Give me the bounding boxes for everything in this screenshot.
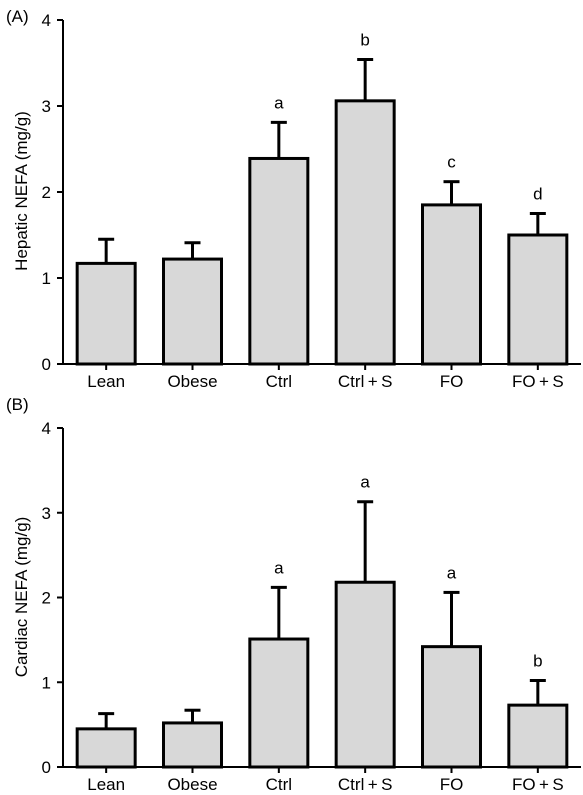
y-tick-label: 2 (42, 183, 51, 202)
bar (421, 645, 482, 769)
significance-label: b (533, 652, 542, 671)
y-tick-label: 1 (42, 673, 51, 692)
bar (507, 233, 569, 366)
y-axis-title-a: Hepatic NEFA (mg/g) (12, 111, 31, 271)
y-tick-label: 4 (42, 11, 51, 30)
significance-label: a (274, 558, 284, 577)
y-axis-title-b: Cardiac NEFA (mg/g) (12, 517, 31, 678)
category-label: Obese (167, 775, 217, 794)
y-tick-label: 3 (42, 97, 51, 116)
category-label: FO + S (512, 775, 564, 794)
category-label: Ctrl + S (338, 775, 393, 794)
bar (507, 703, 569, 769)
category-label: FO + S (512, 372, 564, 391)
bar (248, 637, 310, 769)
y-tick-label: 1 (42, 269, 51, 288)
panel-label-a: (A) (6, 7, 29, 26)
panel-a: (A) Hepatic NEFA (mg/g) 0 1 2 3 4 Lean Obese Ct… (6, 7, 581, 391)
significance-label: d (533, 185, 542, 204)
bar (162, 257, 223, 366)
significance-label: b (360, 31, 369, 50)
category-label: Obese (167, 372, 217, 391)
category-label: Lean (87, 775, 125, 794)
y-tick-label: 3 (42, 504, 51, 523)
category-label: FO (440, 372, 464, 391)
y-tick-label: 0 (42, 355, 51, 374)
bar (75, 727, 137, 769)
category-label: Lean (87, 372, 125, 391)
significance-label: c (447, 153, 456, 172)
significance-label: a (274, 93, 284, 112)
bar (162, 721, 223, 769)
category-label: Ctrl (266, 372, 292, 391)
bar (334, 580, 396, 769)
bar (248, 156, 310, 366)
y-tick-label: 2 (42, 589, 51, 608)
y-tick-label: 4 (42, 419, 51, 438)
category-label: Ctrl + S (338, 372, 393, 391)
category-label: Ctrl (266, 775, 292, 794)
significance-label: a (447, 563, 457, 582)
panel-b: (B) Cardiac NEFA (mg/g) 0 1 2 3 4 Lean Obese Ct… (6, 395, 581, 794)
bar (421, 203, 482, 366)
panel-label-b: (B) (6, 395, 29, 414)
y-tick-label: 0 (42, 758, 51, 777)
category-label: FO (440, 775, 464, 794)
bar (334, 99, 396, 366)
bar (75, 261, 137, 366)
significance-label: a (360, 473, 370, 492)
